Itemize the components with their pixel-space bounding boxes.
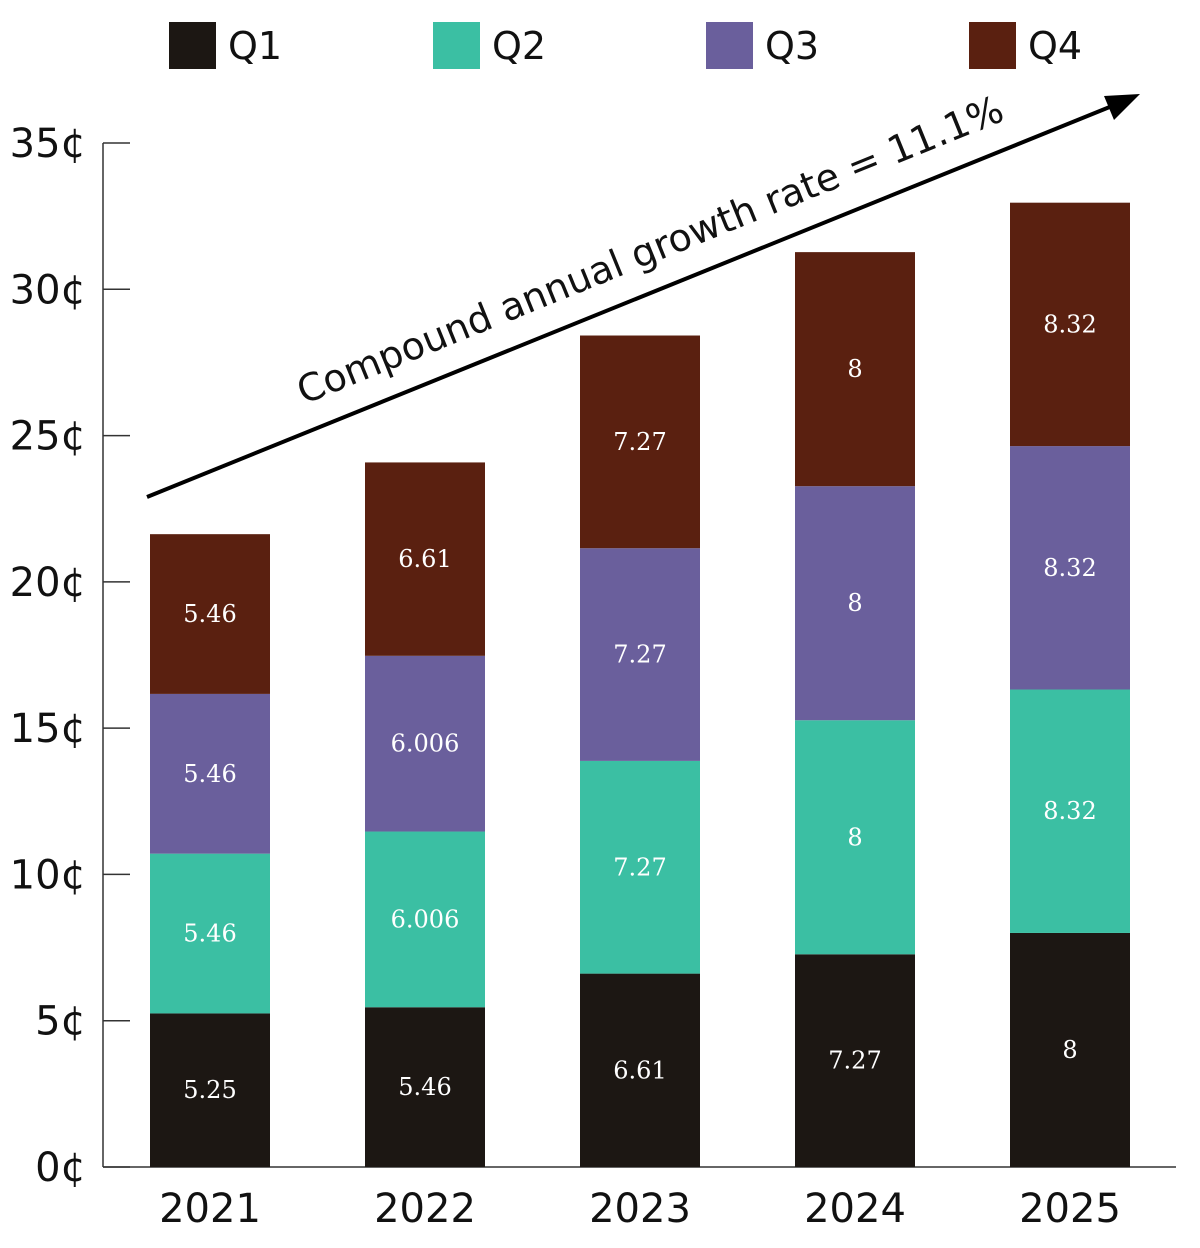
bar-q2-2023: [580, 760, 700, 974]
bar-q1-2021: [150, 1013, 270, 1167]
x-tick-label: 2022: [374, 1186, 476, 1232]
legend-swatch-q1: [169, 22, 216, 69]
bar-q2-2022: [365, 831, 485, 1008]
data-label: 6.006: [391, 905, 460, 933]
bar-q1-2025: [1010, 932, 1130, 1167]
bar-q4-2023: [580, 335, 700, 549]
data-label: 6.61: [613, 1056, 666, 1084]
bar-q3-2024: [795, 486, 915, 721]
data-label: 5.46: [183, 760, 236, 788]
data-label: 7.27: [613, 428, 666, 456]
bar-q4-2025: [1010, 202, 1130, 447]
bar-q2-2021: [150, 853, 270, 1014]
bar-q1-2024: [795, 954, 915, 1167]
x-tick-label: 2021: [159, 1186, 261, 1232]
x-tick-label: 2023: [589, 1186, 691, 1232]
bar-q4-2024: [795, 252, 915, 487]
data-label: 6.006: [391, 730, 460, 758]
bar-q3-2022: [365, 655, 485, 832]
y-tick-label: 35¢: [10, 121, 86, 167]
bar-q4-2022: [365, 462, 485, 656]
x-tick-label: 2025: [1019, 1186, 1121, 1232]
legend-swatch-q4: [969, 22, 1016, 69]
data-label: 5.46: [398, 1073, 451, 1101]
y-tick-label: 5¢: [35, 999, 86, 1045]
bar-q3-2021: [150, 693, 270, 854]
data-label: 8.32: [1043, 310, 1096, 338]
data-label: 5.46: [183, 600, 236, 628]
data-label: 6.61: [398, 545, 451, 573]
x-tick-label: 2024: [804, 1186, 906, 1232]
legend-swatch-q3: [706, 22, 753, 69]
data-label: 8.32: [1043, 797, 1096, 825]
y-tick-label: 15¢: [10, 706, 86, 752]
data-label: 8: [847, 589, 862, 617]
bar-q1-2023: [580, 973, 700, 1167]
bar-q3-2023: [580, 548, 700, 761]
data-label: 8: [847, 355, 862, 383]
y-tick-label: 30¢: [10, 267, 86, 313]
data-label: 5.25: [183, 1076, 236, 1104]
y-tick-label: 0¢: [35, 1145, 86, 1191]
data-label: 8: [847, 823, 862, 851]
axes: 0¢ 5¢ 10¢ 15¢ 20¢ 25¢ 30¢ 35¢ 2021 2022 2023 2024 20…: [10, 121, 1176, 1232]
y-tick-label: 10¢: [10, 852, 86, 898]
legend-swatch-q2: [433, 22, 480, 69]
data-label: 7.27: [613, 641, 666, 669]
data-label: 8.32: [1043, 554, 1096, 582]
data-label: 7.27: [613, 853, 666, 881]
data-label: 7.27: [828, 1047, 881, 1075]
y-tick-label: 25¢: [10, 414, 86, 460]
legend: Q1 Q2 Q3 Q4: [169, 22, 1082, 69]
legend-label-q1: Q1: [228, 24, 282, 68]
data-label: 8: [1062, 1036, 1077, 1064]
legend-label-q2: Q2: [492, 24, 546, 68]
legend-label-q3: Q3: [765, 24, 819, 68]
bar-q3-2025: [1010, 446, 1130, 690]
growth-arrow: [146, 100, 1123, 499]
bar-q1-2022: [365, 1007, 485, 1167]
bar-q4-2021: [150, 534, 270, 694]
bar-q2-2024: [795, 720, 915, 955]
y-tick-label: 20¢: [10, 560, 86, 606]
arrow-head-icon: [1104, 94, 1140, 120]
bar-q2-2025: [1010, 689, 1130, 933]
legend-label-q4: Q4: [1028, 24, 1082, 68]
data-label: 5.46: [183, 920, 236, 948]
bars: 5.25 5.46 5.46 5.46 5.46 6.006 6.006 6.61 6.61 7.…: [150, 202, 1130, 1167]
